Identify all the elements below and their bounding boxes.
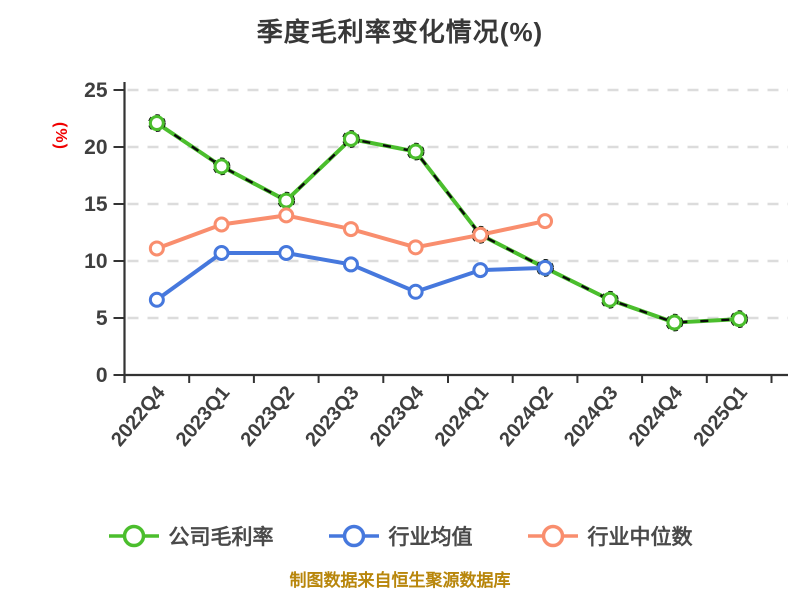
data-point-marker: [407, 239, 424, 256]
black-dashed-overlay: [156, 122, 740, 324]
y-axis-tick-labels: 0 5 10 15 20 25: [84, 79, 108, 387]
chart-legend: 公司毛利率 行业均值 行业中位数: [0, 521, 800, 551]
data-point-marker: [537, 259, 554, 276]
x-tick-label: 2024Q4: [625, 381, 688, 450]
x-tick-label: 2023Q2: [236, 382, 299, 451]
legend-label: 行业中位数: [587, 526, 693, 549]
data-point-marker: [148, 115, 165, 132]
x-tick-label: 2024Q2: [495, 382, 558, 451]
x-tick-label: 2024Q1: [431, 382, 494, 451]
chart-title: 季度毛利率变化情况(%): [256, 17, 544, 47]
x-tick-label: 2023Q1: [172, 382, 235, 451]
x-tick-label: 2022Q4: [107, 381, 170, 450]
legend-line-marker-icon: [328, 524, 379, 548]
data-point-marker: [148, 240, 165, 257]
axes: [113, 82, 788, 383]
data-point-marker: [666, 314, 683, 331]
data-point-marker: [601, 291, 618, 308]
y-tick-label: 25: [84, 79, 108, 102]
data-point-marker: [342, 131, 359, 148]
y-tick-label: 20: [84, 136, 107, 159]
legend-item-0: 公司毛利率: [108, 521, 274, 551]
y-tick-label: 0: [96, 364, 108, 387]
data-point-marker: [407, 143, 424, 160]
data-point-marker: [342, 221, 359, 238]
data-point-marker: [472, 262, 489, 279]
x-axis-tick-labels: 2022Q4 2023Q1 2023Q2 2023Q3 2023Q4 2024Q1 2024…: [107, 381, 752, 450]
legend-item-2: 行业中位数: [527, 521, 693, 551]
x-tick-label: 2024Q3: [560, 382, 623, 451]
legend-label: 公司毛利率: [168, 526, 274, 549]
data-point-marker: [407, 283, 424, 300]
data-point-marker: [472, 226, 489, 243]
data-point-marker: [213, 245, 230, 262]
data-point-marker: [278, 207, 295, 224]
data-point-marker: [731, 311, 748, 328]
data-source-caption: 制图数据来自恒生聚源数据库: [289, 571, 511, 590]
y-tick-label: 10: [84, 250, 107, 273]
series-markers-1: [148, 245, 554, 308]
x-tick-label: 2023Q3: [301, 382, 364, 451]
legend-line-marker-icon: [527, 524, 578, 548]
legend-line-marker-icon: [108, 524, 159, 548]
data-point-marker: [278, 192, 295, 209]
data-point-marker: [213, 158, 230, 175]
legend-label: 行业均值: [388, 526, 473, 549]
data-point-marker: [148, 291, 165, 308]
x-tick-label: 2023Q4: [366, 381, 429, 450]
data-point-marker: [213, 216, 230, 233]
data-point-marker: [537, 213, 554, 230]
y-tick-label: 15: [84, 193, 108, 216]
y-tick-label: 5: [96, 307, 108, 330]
legend-item-1: 行业均值: [328, 521, 473, 551]
series-markers-2: [148, 207, 554, 257]
data-point-marker: [278, 245, 295, 262]
data-point-marker: [342, 256, 359, 273]
x-tick-label: 2025Q1: [689, 382, 752, 451]
